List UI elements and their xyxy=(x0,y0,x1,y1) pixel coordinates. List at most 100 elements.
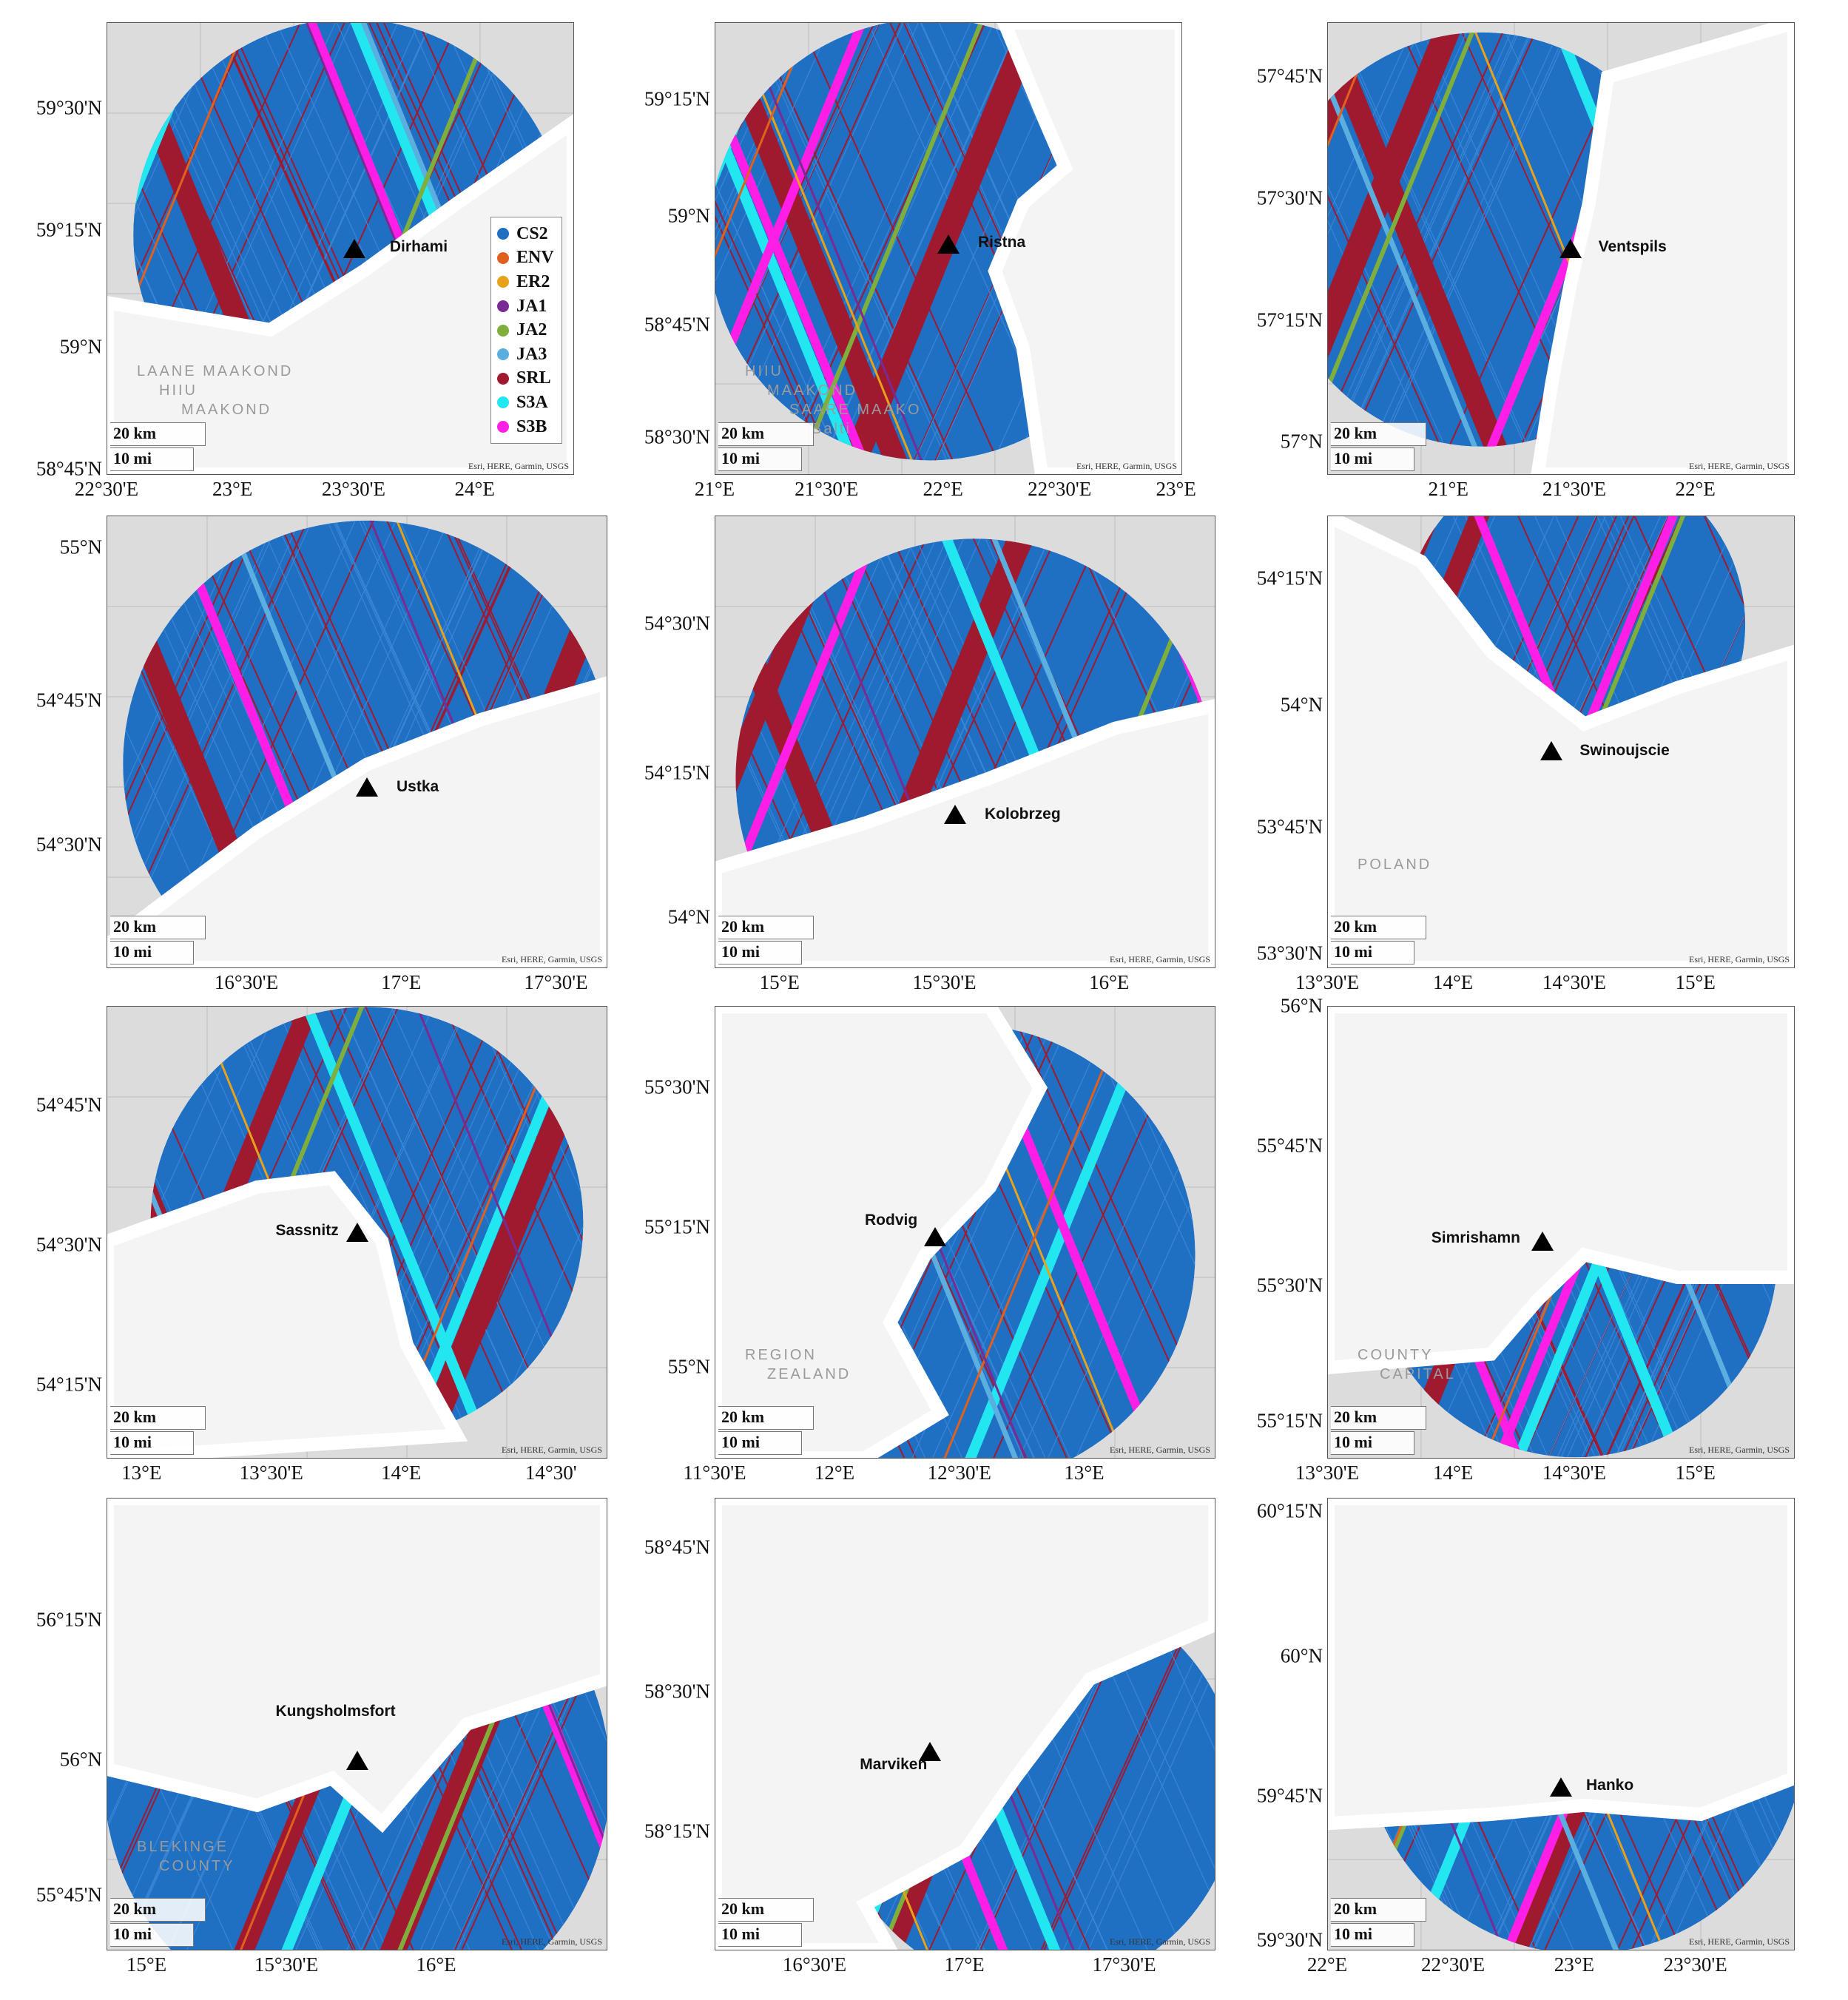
coast-mask xyxy=(107,1499,607,1834)
map-frame: POLAND Swinoujscie 20 km 10 mi Esri, HERE, G… xyxy=(1327,516,1795,968)
lon-tick-label: 21°E xyxy=(694,478,735,500)
map-place-label: HIIU xyxy=(159,382,198,399)
legend-label: JA3 xyxy=(516,344,547,364)
altimetry-track xyxy=(1087,1584,1215,1950)
map-place-label: CAPITAL xyxy=(1380,1366,1456,1382)
map-frame: Sassnitz 20 km 10 mi Esri, HERE, Garmin, US… xyxy=(107,1006,607,1459)
legend-item: JA3 xyxy=(497,342,554,367)
altimetry-track xyxy=(1330,32,1535,447)
scale-bar-mi: 10 mi xyxy=(1331,447,1414,471)
lat-tick-label: 53°45'N xyxy=(1256,815,1323,838)
scale-bar-mi: 10 mi xyxy=(1331,941,1414,964)
map-place-label: POLAND xyxy=(1358,857,1432,873)
map-place-label: SAARE MAAKO xyxy=(789,402,922,418)
station-label: Ustka xyxy=(397,778,439,795)
scale-bar: 20 km 10 mi xyxy=(110,1405,206,1455)
track-band-env xyxy=(715,23,814,461)
scale-bar-mi: 10 mi xyxy=(110,941,194,964)
map-place-label: MAAKOND xyxy=(181,402,272,418)
legend-item: ENV xyxy=(497,246,554,271)
map-attribution: Esri, HERE, Garmin, USGS xyxy=(1689,1445,1790,1455)
station-marker-icon xyxy=(944,804,966,824)
legend-marker-icon xyxy=(497,228,509,240)
altimetry-track xyxy=(473,1007,584,1440)
track-band-srl xyxy=(1328,32,1466,447)
track-band-s3b xyxy=(735,538,890,967)
scale-bar-km: 20 km xyxy=(1331,1406,1426,1430)
altimetry-track xyxy=(1078,1584,1215,1950)
map-frame: Kolobrzeg 20 km 10 mi Esri, HERE, Garmin, U… xyxy=(715,516,1215,968)
map-canvas xyxy=(715,23,1181,474)
legend-marker-icon xyxy=(497,324,509,337)
station-marker-icon xyxy=(1531,1232,1554,1251)
altimetry-track xyxy=(752,23,957,461)
lon-tick-label: 23°E xyxy=(1554,1953,1595,1976)
scale-bar-mi: 10 mi xyxy=(110,447,194,471)
lat-tick-label: 55°30'N xyxy=(644,1075,710,1098)
lon-tick-label: 14°E xyxy=(1432,971,1474,993)
track-band-env xyxy=(1328,32,1382,447)
altimetry-track xyxy=(979,1584,1184,1950)
altimetry-track xyxy=(461,1524,607,1950)
legend-item: SRL xyxy=(497,367,554,391)
lat-tick-label: 54°15'N xyxy=(644,761,710,784)
station-marker-icon xyxy=(345,1223,368,1242)
coast-mask xyxy=(107,676,607,967)
altimetry-track xyxy=(479,1007,584,1440)
lat-tick-label: 54°30'N xyxy=(36,1233,102,1256)
map-canvas xyxy=(1328,23,1794,474)
station-marker-icon xyxy=(345,1750,368,1770)
altimetry-track xyxy=(1369,32,1574,447)
legend-item: JA1 xyxy=(497,294,554,319)
legend-marker-icon xyxy=(497,421,509,433)
track-band-s3b xyxy=(715,23,877,461)
map-frame: Marviken 20 km 10 mi Esri, HERE, Garmin, US… xyxy=(715,1498,1215,1950)
lat-tick-label: 59°15'N xyxy=(36,218,102,241)
map-attribution: Esri, HERE, Garmin, USGS xyxy=(502,1445,602,1455)
station-marker-icon xyxy=(1550,1777,1572,1797)
altimetry-track xyxy=(133,23,221,452)
station-marker-icon xyxy=(1540,741,1563,761)
altimetry-track xyxy=(470,23,567,452)
coast-mask xyxy=(715,698,1215,967)
lon-tick-label: 13°30'E xyxy=(1295,1462,1360,1484)
map-place-label: MAAKOND xyxy=(767,382,858,399)
scale-bar: 20 km 10 mi xyxy=(110,1896,206,1947)
altimetry-track xyxy=(457,1524,607,1950)
lat-tick-label: 54°N xyxy=(667,905,710,928)
legend-label: CS2 xyxy=(516,223,548,243)
scale-bar-mi: 10 mi xyxy=(110,1923,194,1947)
altimetry-track xyxy=(978,1584,1183,1950)
lon-tick-label: 17°E xyxy=(944,1953,985,1976)
altimetry-track xyxy=(715,23,847,461)
legend-marker-icon xyxy=(497,396,509,409)
legend-item: JA2 xyxy=(497,318,554,342)
track-band-ja2 xyxy=(1328,32,1482,447)
altimetry-track xyxy=(443,1007,584,1440)
legend-label: S3A xyxy=(516,392,548,412)
lat-tick-label: 59°N xyxy=(667,204,710,227)
lat-tick-label: 55°45'N xyxy=(36,1883,102,1906)
map-place-label: LAANE MAAKOND xyxy=(137,363,294,379)
map-canvas xyxy=(1328,1499,1794,1950)
scale-bar-mi: 10 mi xyxy=(718,941,802,964)
lat-tick-label: 58°45'N xyxy=(644,1536,710,1558)
lon-tick-label: 15°E xyxy=(126,1953,167,1976)
map-place-label: ZEALAND xyxy=(767,1366,852,1382)
scale-bar: 20 km 10 mi xyxy=(1331,1896,1426,1947)
lat-tick-label: 55°30'N xyxy=(1256,1274,1323,1297)
altimetry-track xyxy=(815,23,1020,461)
altimetry-track xyxy=(975,1584,1180,1950)
scale-bar-km: 20 km xyxy=(718,1898,814,1922)
station-marker-icon xyxy=(937,234,960,254)
lon-tick-label: 14°30'E xyxy=(1542,1462,1606,1484)
lon-tick-label: 15°30'E xyxy=(254,1953,319,1976)
lat-tick-label: 56°N xyxy=(1280,994,1323,1017)
legend-label: JA2 xyxy=(516,320,547,340)
lat-tick-label: 60°15'N xyxy=(1256,1499,1323,1522)
scale-bar: 20 km 10 mi xyxy=(718,1896,814,1947)
lon-tick-label: 23°E xyxy=(1156,478,1196,500)
lat-tick-label: 56°N xyxy=(59,1748,102,1771)
lon-tick-label: 15°E xyxy=(1675,971,1716,993)
lon-tick-label: 12°30'E xyxy=(927,1462,991,1484)
